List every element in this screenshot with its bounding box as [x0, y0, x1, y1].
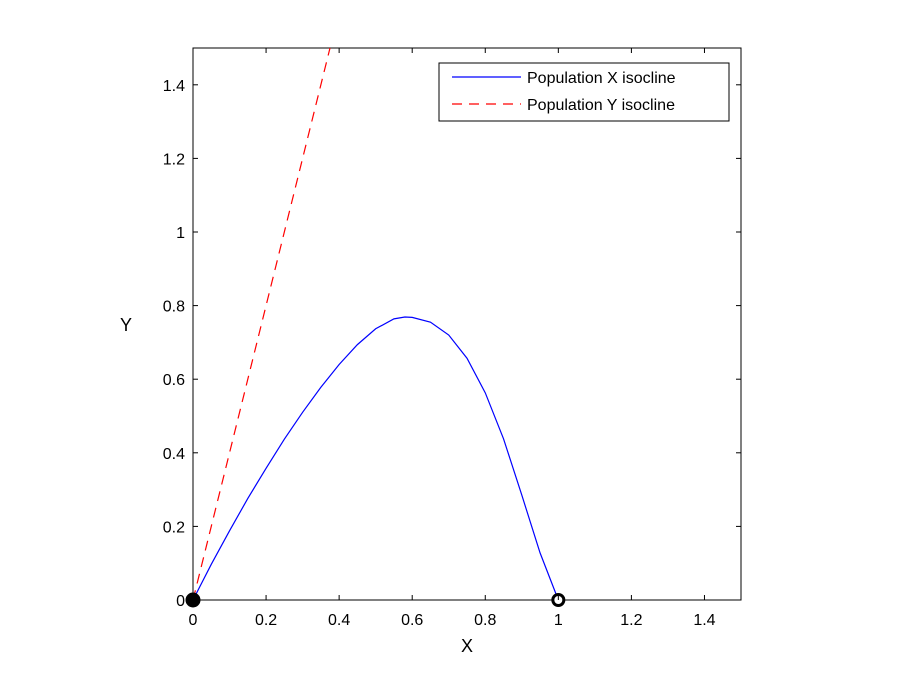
series-layer: [192, 47, 559, 601]
x-axis-ticks: 0 0.2 0.4 0.6 0.8 1 1.2 1.4: [189, 48, 716, 629]
x-tick-label: 0.2: [255, 612, 277, 629]
x-tick-label: 1.2: [620, 612, 642, 629]
y-axis-label: Y: [120, 315, 132, 335]
x-axis-label: X: [461, 636, 473, 656]
legend-items: Population X isocline Population Y isocli…: [452, 70, 676, 114]
series-line-1: [192, 316, 559, 601]
y-tick-label: 0: [176, 593, 185, 610]
y-tick-label: 1.2: [163, 151, 185, 168]
legend-label-1: Population X isocline: [527, 70, 676, 87]
x-tick-label: 0.8: [474, 612, 496, 629]
y-tick-label: 1.4: [163, 78, 185, 95]
plot-area: [192, 47, 742, 601]
y-axis-ticks: 0 0.2 0.4 0.6 0.8 1 1.2 1.4: [163, 78, 741, 610]
y-tick-label: 0.4: [163, 446, 185, 463]
x-tick-label: 0: [189, 612, 198, 629]
y-tick-label: 1: [176, 225, 185, 242]
x-tick-label: 0.6: [401, 612, 423, 629]
legend-box: [438, 62, 730, 122]
y-tick-label: 0.8: [163, 299, 185, 316]
legend-label-2: Population Y isocline: [527, 97, 675, 114]
x-tick-label: 1.4: [693, 612, 715, 629]
legend: Population X isocline Population Y isocli…: [438, 62, 730, 122]
y-tick-label: 0.2: [163, 519, 185, 536]
x-tick-label: 1: [554, 612, 563, 629]
series-line-2: [192, 47, 331, 601]
y-tick-label: 0.6: [163, 372, 185, 389]
x-tick-label: 0.4: [328, 612, 350, 629]
